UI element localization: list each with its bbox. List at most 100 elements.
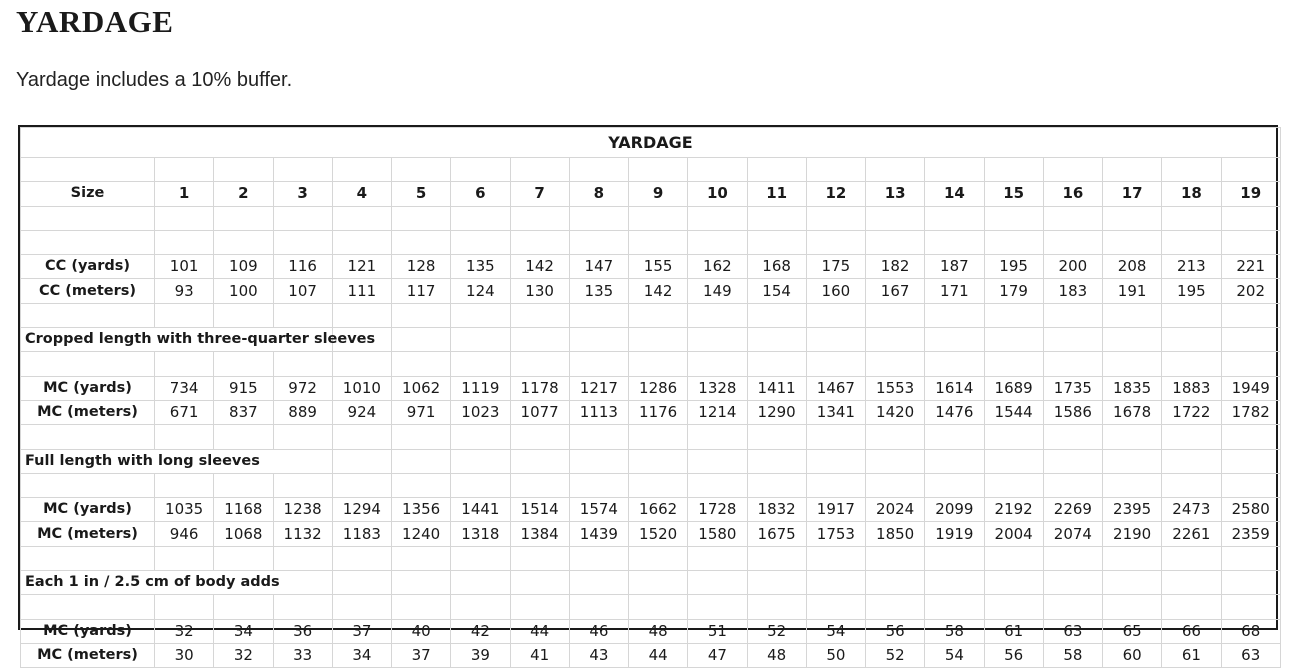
- table-cell: 109: [213, 254, 274, 280]
- table-cell: 111: [331, 278, 393, 304]
- table-cell: 160: [805, 278, 867, 304]
- table-cell: 61: [1161, 642, 1222, 668]
- table-cell: 1917: [805, 497, 867, 523]
- table-cell: 5: [390, 181, 452, 207]
- table-cell: 34: [213, 618, 274, 644]
- table-cell: 52: [864, 642, 926, 668]
- table-cell: 1439: [568, 521, 630, 547]
- table-cell: 37: [331, 618, 393, 644]
- table-cell: 18: [1161, 181, 1222, 207]
- table-cell: 142: [627, 278, 689, 304]
- table-cell: 14: [924, 181, 985, 207]
- table-cell: 1113: [568, 399, 630, 426]
- row-label: Size: [20, 181, 155, 207]
- table-cell: 46: [568, 618, 630, 644]
- table-cell: 1384: [509, 521, 570, 547]
- spacer-row: [20, 205, 1281, 231]
- table-cell: 32: [153, 618, 215, 644]
- table-cell: 60: [1101, 642, 1163, 668]
- table-cell: 3: [272, 181, 333, 207]
- table-cell: 54: [805, 618, 867, 644]
- table-cell: 183: [1042, 278, 1104, 304]
- table-cell: 1883: [1161, 375, 1222, 401]
- table-cell: 1553: [864, 375, 926, 401]
- table-cell: 116: [272, 254, 333, 280]
- table-cell: 1318: [450, 521, 511, 547]
- table-cell: 167: [864, 278, 926, 304]
- table-cell: 124: [450, 278, 511, 304]
- row-label: CC (meters): [20, 278, 155, 304]
- table-cell: 187: [924, 254, 985, 280]
- table-cell: 971: [390, 399, 452, 426]
- table-cell: 17: [1101, 181, 1163, 207]
- table-cell: 51: [687, 618, 748, 644]
- table-cell: 1178: [509, 375, 570, 401]
- table-cell: 195: [983, 254, 1044, 280]
- table-cell: 1119: [450, 375, 511, 401]
- table-cell: 2074: [1042, 521, 1104, 547]
- table-cell: 1176: [627, 399, 689, 426]
- table-cell: 1290: [746, 399, 807, 426]
- table-cell: 8: [568, 181, 630, 207]
- table-cell: 191: [1101, 278, 1163, 304]
- table-cell: 15: [983, 181, 1044, 207]
- row-label: MC (meters): [20, 642, 155, 668]
- table-cell: 889: [272, 399, 333, 426]
- table-cell: 48: [746, 642, 807, 668]
- table-cell: 32: [213, 642, 274, 668]
- table-cell: 1240: [390, 521, 452, 547]
- table-cell: 1835: [1101, 375, 1163, 401]
- row-label: MC (meters): [20, 521, 155, 547]
- row-label: CC (yards): [20, 254, 155, 280]
- table-cell: 147: [568, 254, 630, 280]
- table-cell: 1753: [805, 521, 867, 547]
- table-cell: 1735: [1042, 375, 1104, 401]
- table-cell: 1722: [1161, 399, 1222, 426]
- table-cell: 2190: [1101, 521, 1163, 547]
- table-cell: 1580: [687, 521, 748, 547]
- yardage-table: YARDAGE Size 1 2 3 4 5 6 7 8 9 10 11 12 13 14 15 16 17 18 19…: [20, 127, 1281, 668]
- spacer-row: [20, 302, 1281, 329]
- table-cell: 56: [983, 642, 1044, 668]
- mc-row: MC (yards) 734 915 972 1010 1062 1119 1178 1217 1…: [20, 375, 1281, 401]
- table-cell: 50: [805, 642, 867, 668]
- table-cell: 47: [687, 642, 748, 668]
- table-cell: 2192: [983, 497, 1044, 523]
- table-cell: 7: [509, 181, 570, 207]
- spacer-row: [20, 229, 1281, 256]
- section-title-row: Cropped length with three-quarter sleeve…: [20, 327, 1281, 353]
- cc-row: CC (yards) 101 109 116 121 128 135 142 147 155 162…: [20, 254, 1281, 280]
- table-title: YARDAGE: [20, 127, 1281, 158]
- table-cell: 2580: [1220, 497, 1281, 523]
- section-title: Each 1 in / 2.5 cm of body adds: [20, 570, 333, 596]
- table-cell: 1035: [153, 497, 215, 523]
- table-cell: 1238: [272, 497, 333, 523]
- section-title-row: Each 1 in / 2.5 cm of body adds: [20, 570, 1281, 596]
- table-cell: 972: [272, 375, 333, 401]
- table-cell: 1183: [331, 521, 393, 547]
- table-cell: 33: [272, 642, 333, 668]
- table-cell: 1217: [568, 375, 630, 401]
- table-cell: 2473: [1161, 497, 1222, 523]
- table-cell: 1420: [864, 399, 926, 426]
- table-cell: 1411: [746, 375, 807, 401]
- mc-row: MC (meters) 671 837 889 924 971 1023 1077 1113 11…: [20, 399, 1281, 426]
- table-cell: 154: [746, 278, 807, 304]
- table-cell: 175: [805, 254, 867, 280]
- table-cell: 155: [627, 254, 689, 280]
- table-cell: 1514: [509, 497, 570, 523]
- table-cell: 56: [864, 618, 926, 644]
- table-cell: 135: [568, 278, 630, 304]
- table-cell: 1662: [627, 497, 689, 523]
- table-cell: 1168: [213, 497, 274, 523]
- table-cell: 11: [746, 181, 807, 207]
- table-cell: 42: [450, 618, 511, 644]
- table-cell: 734: [153, 375, 215, 401]
- table-cell: 1467: [805, 375, 867, 401]
- table-cell: 1286: [627, 375, 689, 401]
- table-cell: 1850: [864, 521, 926, 547]
- table-cell: 48: [627, 618, 689, 644]
- table-cell: 1294: [331, 497, 393, 523]
- table-cell: 13: [864, 181, 926, 207]
- row-label: MC (meters): [20, 399, 155, 426]
